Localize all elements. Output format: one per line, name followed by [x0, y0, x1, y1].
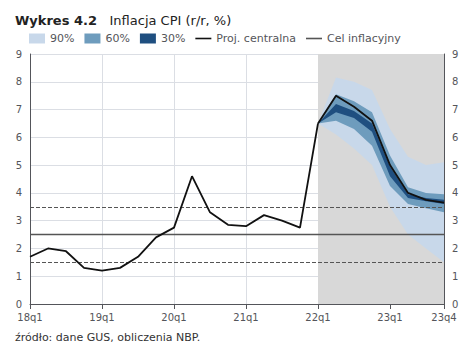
svg-text:8: 8: [452, 76, 458, 87]
svg-text:źródło: dane GUS, obliczenia N: źródło: dane GUS, obliczenia NBP.: [15, 331, 200, 344]
svg-text:30%: 30%: [161, 32, 185, 45]
svg-text:2: 2: [16, 243, 22, 254]
svg-text:6: 6: [16, 132, 22, 143]
svg-text:1: 1: [452, 271, 458, 282]
svg-text:5: 5: [16, 160, 22, 171]
svg-text:Cel inflacyjny: Cel inflacyjny: [327, 32, 401, 45]
svg-text:19q1: 19q1: [89, 312, 114, 323]
svg-text:21q1: 21q1: [233, 312, 258, 323]
svg-text:23q4: 23q4: [431, 312, 456, 323]
svg-text:7: 7: [16, 104, 22, 115]
svg-text:20q1: 20q1: [161, 312, 186, 323]
svg-text:5: 5: [452, 160, 458, 171]
svg-text:0: 0: [16, 299, 22, 310]
svg-text:2: 2: [452, 243, 458, 254]
svg-text:Wykres 4.2: Wykres 4.2: [15, 13, 97, 28]
svg-text:Proj. centralna: Proj. centralna: [216, 32, 296, 45]
svg-text:7: 7: [452, 104, 458, 115]
svg-text:4: 4: [16, 187, 22, 198]
svg-text:0: 0: [452, 299, 458, 310]
svg-text:4: 4: [452, 187, 458, 198]
svg-text:18q1: 18q1: [17, 312, 42, 323]
svg-text:3: 3: [452, 215, 458, 226]
svg-text:9: 9: [16, 49, 22, 60]
svg-text:Inflacja CPI (r/r, %): Inflacja CPI (r/r, %): [110, 13, 232, 28]
svg-text:22q1: 22q1: [305, 312, 330, 323]
svg-text:6: 6: [452, 132, 458, 143]
svg-text:8: 8: [16, 76, 22, 87]
svg-text:60%: 60%: [105, 32, 129, 45]
svg-text:3: 3: [16, 215, 22, 226]
svg-text:90%: 90%: [50, 32, 74, 45]
svg-text:9: 9: [452, 49, 458, 60]
svg-text:23q1: 23q1: [377, 312, 402, 323]
svg-text:1: 1: [16, 271, 22, 282]
